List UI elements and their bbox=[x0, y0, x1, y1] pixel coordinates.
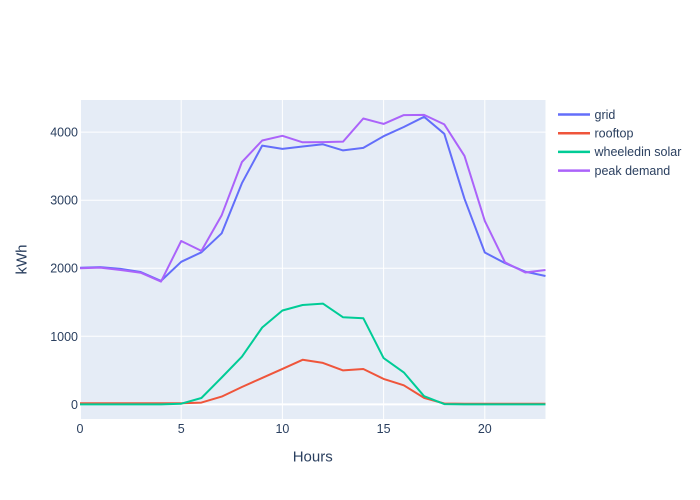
svg-text:4000: 4000 bbox=[50, 126, 78, 140]
svg-text:grid: grid bbox=[595, 108, 616, 122]
svg-text:0: 0 bbox=[71, 398, 78, 412]
svg-text:2000: 2000 bbox=[50, 262, 78, 276]
svg-text:10: 10 bbox=[275, 422, 289, 436]
svg-text:3000: 3000 bbox=[50, 194, 78, 208]
svg-text:0: 0 bbox=[77, 422, 84, 436]
svg-text:5: 5 bbox=[178, 422, 185, 436]
svg-text:peak demand: peak demand bbox=[595, 164, 671, 178]
svg-text:kWh: kWh bbox=[14, 245, 31, 275]
svg-text:wheeledin solar: wheeledin solar bbox=[594, 145, 682, 159]
svg-text:15: 15 bbox=[377, 422, 391, 436]
svg-text:1000: 1000 bbox=[50, 330, 78, 344]
svg-text:rooftop: rooftop bbox=[595, 127, 634, 141]
svg-text:Hours: Hours bbox=[293, 449, 333, 466]
svg-text:20: 20 bbox=[478, 422, 492, 436]
